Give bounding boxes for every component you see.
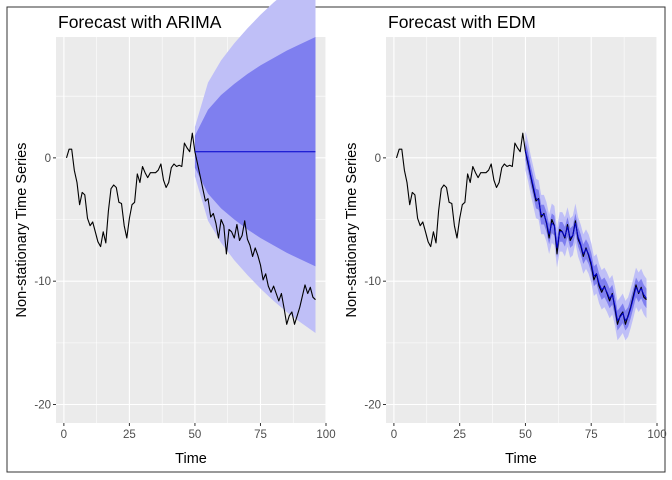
y-axis-label-edm: Non-stationary Time Series	[344, 143, 360, 318]
panel-edm: 0 25 50 75 100 -20 -10 0 Forecast with EDM Time…	[344, 12, 667, 467]
y-tick-label: -10	[364, 276, 381, 288]
x-tick-label: 50	[189, 429, 202, 441]
y-tick-label: 0	[375, 153, 381, 165]
y-tick-label: 0	[45, 153, 51, 165]
x-tick-label: 100	[647, 429, 666, 441]
series-arima	[65, 132, 316, 325]
y-axis-label-arima: Non-stationary Time Series	[14, 143, 30, 318]
observed-line	[65, 132, 316, 325]
x-tick-label: 100	[316, 429, 335, 441]
x-tick-label: 75	[585, 429, 598, 441]
x-tick-label: 25	[123, 429, 136, 441]
x-axis-label-edm: Time	[505, 451, 537, 467]
y-tick-label: -20	[34, 400, 51, 412]
y-tick-label: -20	[364, 400, 381, 412]
x-tick-label: 50	[519, 429, 532, 441]
ticks-edm: 0 25 50 75 100 -20 -10 0	[364, 153, 666, 441]
ticks-arima: 0 25 50 75 100 -20 -10 0	[34, 153, 335, 441]
panel-arima: 0 25 50 75 100 -20 -10 0 Forecast with ARIMA Ti…	[14, 0, 336, 467]
y-tick-label: -10	[34, 276, 51, 288]
x-tick-label: 25	[453, 429, 466, 441]
chart-title-arima: Forecast with ARIMA	[58, 12, 222, 32]
figure-frame	[6, 6, 666, 473]
x-axis-label-arima: Time	[175, 451, 207, 467]
x-tick-label: 0	[61, 429, 67, 441]
chart-title-edm: Forecast with EDM	[388, 12, 536, 32]
forecast-line	[524, 150, 647, 322]
plot-area-edm	[386, 37, 657, 423]
band-95pct	[525, 130, 647, 341]
x-tick-label: 0	[391, 429, 397, 441]
x-tick-label: 75	[254, 429, 267, 441]
series-edm	[395, 132, 647, 325]
